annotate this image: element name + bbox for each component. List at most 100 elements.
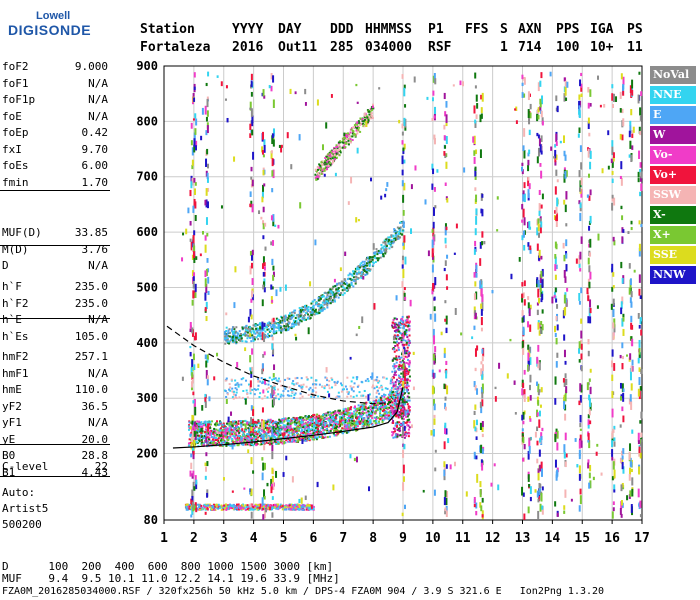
echo-mark bbox=[239, 334, 242, 337]
echo-mark bbox=[294, 392, 297, 395]
echo-mark bbox=[407, 358, 410, 361]
echo-mark bbox=[324, 385, 327, 388]
echo-mark bbox=[200, 432, 203, 435]
echo-mark bbox=[222, 508, 225, 511]
echo-mark bbox=[229, 339, 232, 342]
echo-mark bbox=[394, 392, 397, 395]
echo-mark bbox=[344, 424, 347, 427]
echo-mark bbox=[320, 415, 323, 418]
echo-mark bbox=[364, 403, 367, 406]
echo-mark bbox=[358, 407, 361, 410]
echo-mark bbox=[252, 339, 255, 342]
echo-mark bbox=[342, 421, 345, 424]
echo-mark bbox=[396, 387, 399, 390]
param-value: 9.70 bbox=[81, 142, 109, 156]
echo-mark bbox=[214, 430, 217, 433]
echo-mark bbox=[287, 327, 290, 330]
echo-mark bbox=[387, 414, 390, 417]
echo-mark bbox=[241, 428, 244, 431]
echo-mark bbox=[279, 420, 282, 423]
echo-mark bbox=[406, 411, 409, 414]
echo-mark bbox=[297, 316, 300, 319]
echo-mark bbox=[335, 427, 338, 430]
echo-mark bbox=[287, 427, 290, 430]
echo-mark bbox=[371, 403, 374, 406]
echo-mark bbox=[334, 151, 337, 154]
echo-mark bbox=[384, 415, 387, 418]
echo-mark bbox=[394, 341, 397, 344]
echo-mark bbox=[214, 508, 217, 511]
echo-mark bbox=[373, 416, 376, 419]
echo-mark bbox=[387, 417, 390, 420]
echo-mark bbox=[319, 299, 322, 302]
echo-mark bbox=[399, 332, 402, 335]
echo-mark bbox=[363, 116, 366, 119]
echo-mark bbox=[279, 432, 282, 435]
echo-mark bbox=[366, 256, 369, 259]
echo-mark bbox=[288, 394, 291, 397]
echo-mark bbox=[407, 352, 410, 355]
echo-mark bbox=[232, 429, 235, 432]
echo-mark bbox=[243, 423, 246, 426]
echo-mark bbox=[225, 442, 228, 445]
echo-mark bbox=[280, 421, 283, 424]
echo-mark bbox=[198, 423, 201, 426]
echo-mark bbox=[351, 135, 354, 138]
echo-mark bbox=[394, 365, 397, 368]
echo-mark bbox=[367, 110, 370, 113]
echo-mark bbox=[295, 504, 298, 507]
echo-mark bbox=[232, 337, 235, 340]
echo-mark bbox=[373, 379, 376, 382]
echo-mark bbox=[249, 392, 252, 395]
echo-mark bbox=[363, 417, 366, 420]
echo-mark bbox=[385, 407, 388, 410]
echo-mark bbox=[212, 436, 215, 439]
echo-mark bbox=[323, 429, 326, 432]
echo-mark bbox=[260, 334, 263, 337]
echo-mark bbox=[204, 506, 207, 509]
echo-mark bbox=[276, 431, 279, 434]
echo-mark bbox=[188, 505, 191, 508]
echo-mark bbox=[302, 383, 305, 386]
echo-mark bbox=[357, 384, 360, 387]
echo-mark bbox=[326, 306, 329, 309]
param-row: h`Es 105.0 bbox=[2, 330, 108, 346]
echo-mark bbox=[234, 330, 237, 333]
echo-mark bbox=[217, 424, 220, 427]
echo-mark bbox=[307, 415, 310, 418]
echo-mark bbox=[312, 431, 315, 434]
echo-mark bbox=[266, 426, 269, 429]
echo-mark bbox=[361, 276, 364, 279]
echo-mark bbox=[395, 323, 398, 326]
echo-mark bbox=[235, 342, 238, 345]
y-tick-label: 700 bbox=[136, 170, 158, 184]
echo-mark bbox=[211, 508, 214, 511]
echo-mark bbox=[320, 161, 323, 164]
echo-mark bbox=[226, 338, 229, 341]
echo-mark bbox=[200, 429, 203, 432]
echo-mark bbox=[311, 416, 314, 419]
echo-mark bbox=[383, 411, 386, 414]
echo-mark bbox=[352, 390, 355, 393]
echo-mark bbox=[396, 433, 399, 436]
echo-mark bbox=[316, 171, 319, 174]
echo-mark bbox=[283, 417, 286, 420]
echo-mark bbox=[300, 438, 303, 441]
echo-mark bbox=[300, 320, 303, 323]
echo-mark bbox=[316, 178, 319, 181]
echo-mark bbox=[230, 423, 233, 426]
echo-mark bbox=[233, 427, 236, 430]
echo-mark bbox=[334, 382, 337, 385]
echo-mark bbox=[345, 388, 348, 391]
echo-mark bbox=[297, 425, 300, 428]
echo-mark bbox=[233, 330, 236, 333]
echo-mark bbox=[275, 317, 278, 320]
echo-mark bbox=[297, 323, 300, 326]
echo-mark bbox=[209, 420, 212, 423]
header-row2-9: 100 bbox=[556, 40, 580, 55]
echo-mark bbox=[287, 324, 290, 327]
echo-mark bbox=[241, 327, 244, 330]
echo-mark bbox=[345, 282, 348, 285]
echo-mark bbox=[347, 391, 350, 394]
echo-mark bbox=[277, 377, 280, 380]
